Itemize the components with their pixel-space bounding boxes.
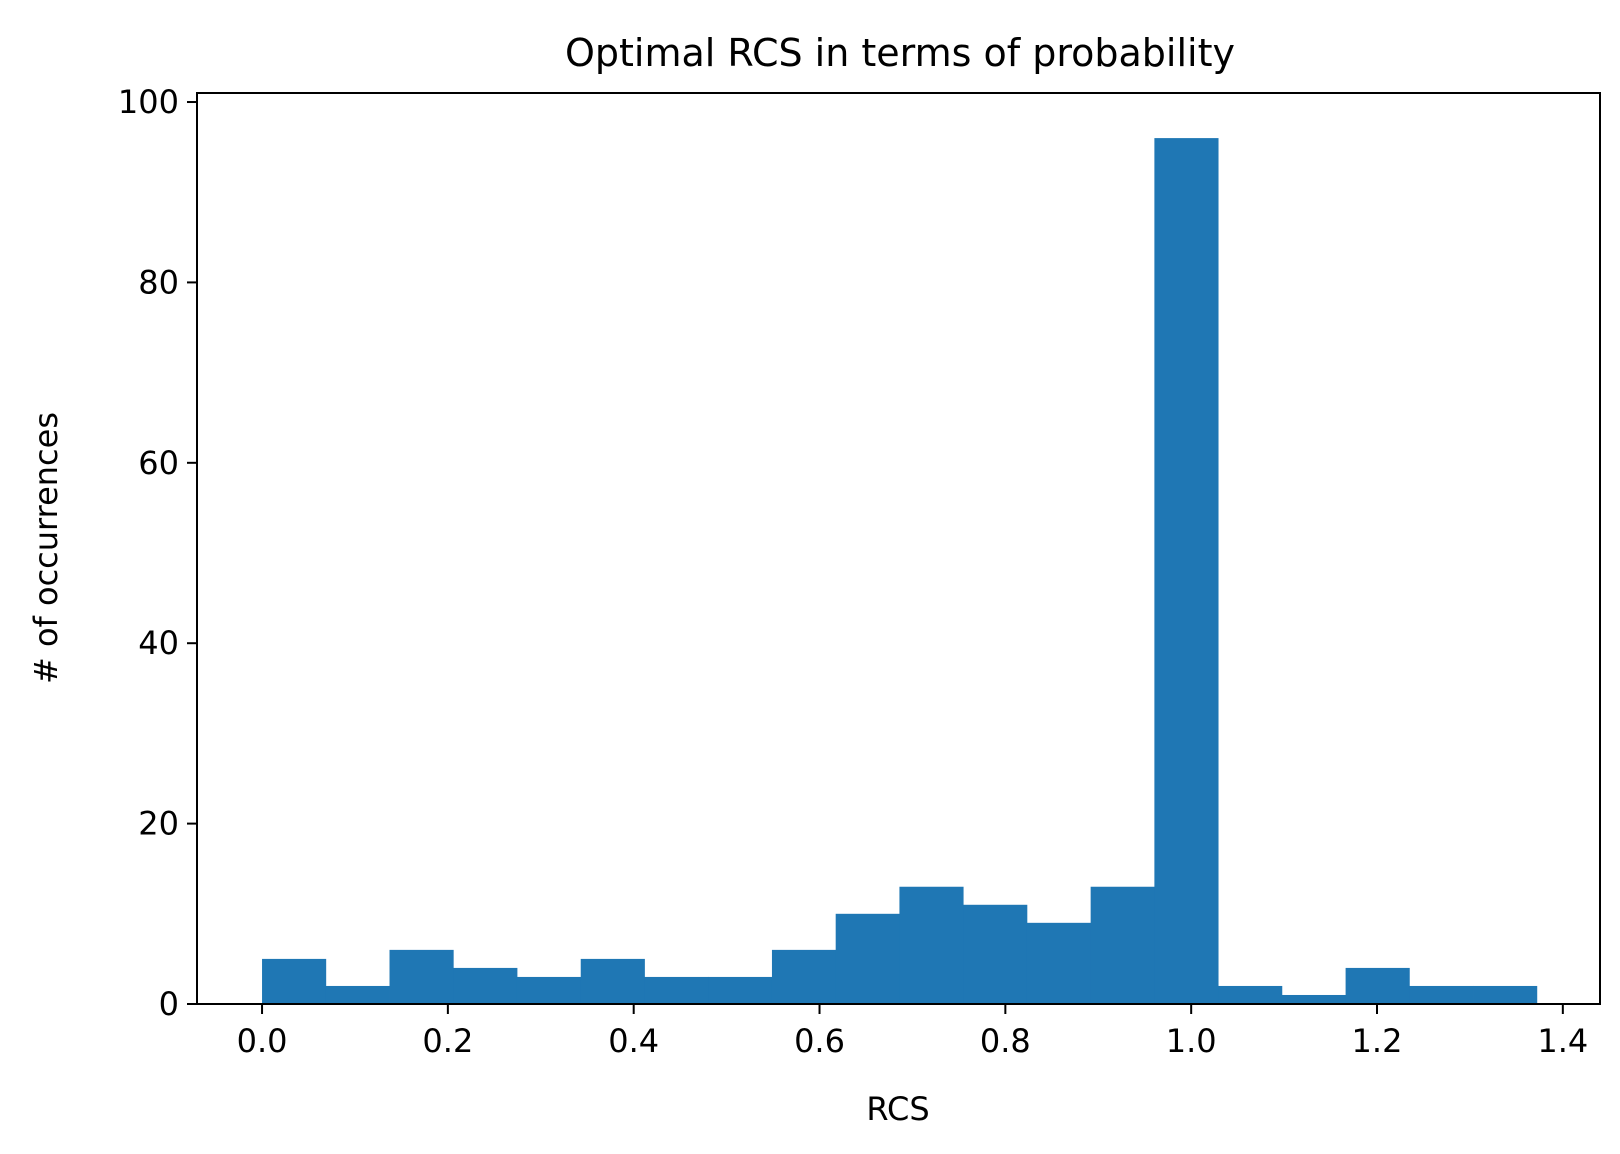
chart-title: Optimal RCS in terms of probability: [565, 31, 1235, 75]
y-tick-label: 80: [138, 263, 179, 301]
histogram-bar: [389, 949, 454, 1004]
x-tick-label: 0.8: [980, 1022, 1031, 1060]
x-tick-label: 0.0: [237, 1022, 288, 1060]
x-tick-label: 1.0: [1166, 1022, 1217, 1060]
histogram-bar: [516, 976, 582, 1004]
histogram-bar: [708, 976, 773, 1004]
histogram-bar: [1218, 985, 1283, 1004]
histogram-bar: [1345, 967, 1410, 1004]
x-tick-label: 0.2: [422, 1022, 473, 1060]
x-tick-label: 0.4: [608, 1022, 659, 1060]
x-tick-label: 0.6: [794, 1022, 845, 1060]
x-tick-label: 1.2: [1352, 1022, 1403, 1060]
histogram-bar: [1026, 922, 1092, 1004]
y-tick-label: 100: [118, 83, 179, 121]
plot-frame: [196, 92, 1601, 1005]
histogram-bar: [644, 976, 709, 1004]
histogram-bar: [1090, 886, 1155, 1004]
x-axis-label: RCS: [866, 1090, 929, 1128]
histogram-bar: [580, 958, 645, 1004]
y-tick-label: 0: [159, 985, 179, 1023]
histogram-bar: [963, 904, 1028, 1004]
x-axis-ticks: 0.0 0.2 0.4 0.6 0.8 1.0 1.2 1.4: [237, 1004, 1588, 1060]
histogram-bar: [1281, 994, 1347, 1004]
y-tick-label: 20: [138, 805, 179, 843]
y-tick-label: 60: [138, 444, 179, 482]
x-tick-label: 1.4: [1537, 1022, 1588, 1060]
y-axis-label: # of occurrences: [27, 412, 65, 684]
histogram-bar: [1154, 138, 1219, 1005]
histogram-bar: [1409, 985, 1474, 1004]
histogram-bar: [771, 949, 837, 1004]
histogram-bar: [453, 967, 518, 1004]
histogram-bar: [899, 886, 964, 1004]
y-axis-ticks: 0 20 40 60 80 100: [118, 83, 197, 1023]
histogram-bar: [262, 958, 327, 1004]
histogram-bar: [835, 913, 900, 1004]
y-tick-label: 40: [138, 624, 179, 662]
histogram-bar: [1473, 985, 1538, 1004]
bars: [262, 138, 1538, 1005]
histogram-bar: [325, 985, 390, 1004]
